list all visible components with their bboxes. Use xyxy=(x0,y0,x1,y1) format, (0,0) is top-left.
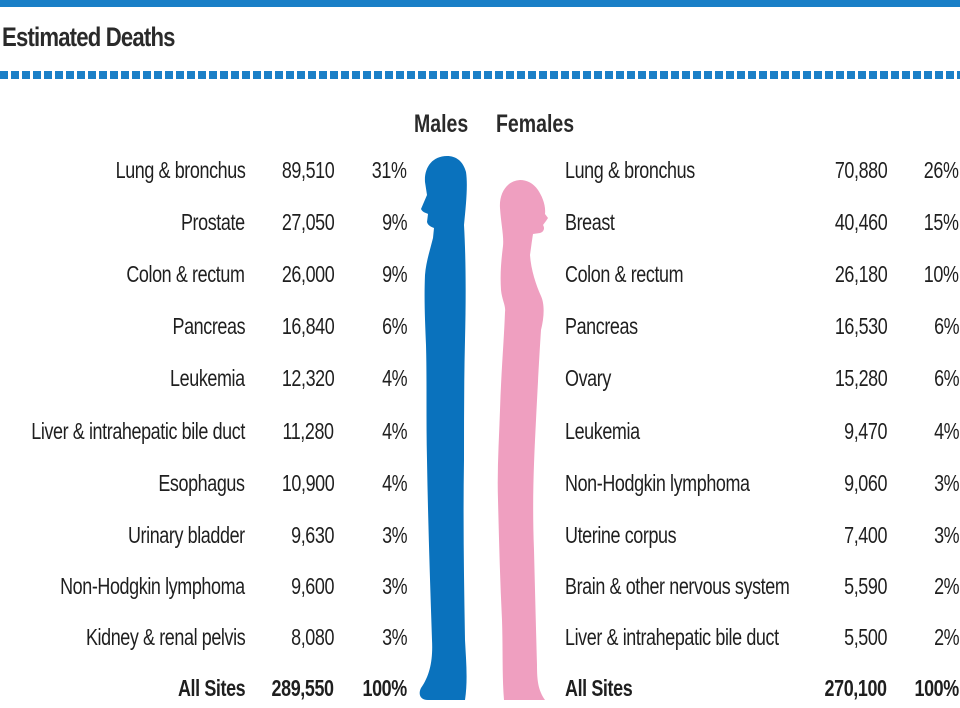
female-death-count: 40,460 xyxy=(834,209,887,235)
dotted-divider xyxy=(0,71,960,79)
male-site-label: Urinary bladder xyxy=(128,522,245,548)
female-death-percent: 4% xyxy=(933,418,960,444)
female-death-percent: 26% xyxy=(924,157,959,183)
table-row: Kidney & renal pelvis 8,080 3% Liver & intr… xyxy=(0,617,960,657)
female-death-count: 7,400 xyxy=(844,522,887,548)
female-site-label: Uterine corpus xyxy=(565,522,677,548)
female-site-label: Lung & bronchus xyxy=(565,157,695,183)
male-site-label: Liver & intrahepatic bile duct xyxy=(31,418,245,444)
table-row: Urinary bladder 9,630 3% Uterine corpus 7,40… xyxy=(0,515,960,555)
male-site-label: Lung & bronchus xyxy=(115,157,245,183)
male-death-percent: 4% xyxy=(381,470,408,496)
male-death-count: 10,900 xyxy=(281,470,334,496)
males-header: Males xyxy=(414,110,469,138)
female-site-label: Ovary xyxy=(565,365,611,391)
female-death-percent: 2% xyxy=(933,624,960,650)
male-site-label: Leukemia xyxy=(170,365,245,391)
female-death-count: 5,500 xyxy=(844,624,887,650)
female-total-label: All Sites xyxy=(565,675,633,701)
male-death-percent: 3% xyxy=(381,573,408,599)
male-site-label: Kidney & renal pelvis xyxy=(85,624,246,650)
female-death-percent: 6% xyxy=(933,365,960,391)
female-site-label: Breast xyxy=(565,209,615,235)
male-death-percent: 9% xyxy=(381,209,408,235)
total-row: All Sites 289,550 100% All Sites 270,100 100% xyxy=(0,668,960,708)
table-row: Leukemia 12,320 4% Ovary 15,280 6% xyxy=(0,358,960,398)
female-death-percent: 3% xyxy=(933,522,960,548)
female-death-count: 5,590 xyxy=(844,573,887,599)
male-death-count: 12,320 xyxy=(281,365,334,391)
female-death-percent: 2% xyxy=(933,573,960,599)
females-header: Females xyxy=(496,110,575,138)
female-site-label: Brain & other nervous system xyxy=(565,573,790,599)
female-total-count: 270,100 xyxy=(824,675,888,701)
male-silhouette xyxy=(419,156,467,700)
female-total-percent: 100% xyxy=(914,675,960,701)
male-death-count: 26,000 xyxy=(281,261,334,287)
female-death-percent: 10% xyxy=(924,261,959,287)
male-death-percent: 31% xyxy=(372,157,407,183)
male-death-percent: 4% xyxy=(381,418,408,444)
table-row: Non-Hodgkin lymphoma 9,600 3% Brain & other… xyxy=(0,566,960,606)
table-row: Esophagus 10,900 4% Non-Hodgkin lymphoma 9,0… xyxy=(0,463,960,503)
male-death-percent: 3% xyxy=(381,522,408,548)
male-death-count: 8,080 xyxy=(291,624,334,650)
male-death-count: 9,630 xyxy=(291,522,334,548)
female-death-count: 16,530 xyxy=(834,313,887,339)
female-death-count: 9,470 xyxy=(844,418,887,444)
male-site-label: Prostate xyxy=(181,209,245,235)
female-site-label: Liver & intrahepatic bile duct xyxy=(565,624,779,650)
male-total-percent: 100% xyxy=(362,675,408,701)
male-death-count: 16,840 xyxy=(281,313,334,339)
male-death-percent: 6% xyxy=(381,313,408,339)
male-site-label: Pancreas xyxy=(172,313,245,339)
table-row: Colon & rectum 26,000 9% Colon & rectum 26,1… xyxy=(0,254,960,294)
male-site-label: Colon & rectum xyxy=(126,261,246,287)
male-total-count: 289,550 xyxy=(271,675,335,701)
male-death-percent: 9% xyxy=(381,261,408,287)
female-silhouette xyxy=(497,180,548,700)
male-total-label: All Sites xyxy=(177,675,246,701)
female-site-label: Pancreas xyxy=(565,313,638,339)
male-death-percent: 4% xyxy=(381,365,408,391)
male-site-label: Non-Hodgkin lymphoma xyxy=(60,573,245,599)
male-site-label: Esophagus xyxy=(158,470,246,496)
female-site-label: Leukemia xyxy=(565,418,640,444)
top-accent-bar xyxy=(0,0,960,7)
male-death-count: 89,510 xyxy=(281,157,334,183)
male-death-count: 27,050 xyxy=(281,209,334,235)
female-site-label: Non-Hodgkin lymphoma xyxy=(565,470,750,496)
table-row: Liver & intrahepatic bile duct 11,280 4% Le… xyxy=(0,411,960,451)
female-death-percent: 6% xyxy=(933,313,960,339)
female-death-count: 70,880 xyxy=(834,157,887,183)
female-death-count: 26,180 xyxy=(834,261,887,287)
female-death-count: 9,060 xyxy=(844,470,887,496)
table-row: Prostate 27,050 9% Breast 40,460 15% xyxy=(0,202,960,242)
female-site-label: Colon & rectum xyxy=(565,261,684,287)
female-death-percent: 15% xyxy=(924,209,959,235)
table-row: Lung & bronchus 89,510 31% Lung & bronchus 7… xyxy=(0,150,960,190)
table-row: Pancreas 16,840 6% Pancreas 16,530 6% xyxy=(0,306,960,346)
male-death-count: 11,280 xyxy=(282,418,335,444)
page-title: Estimated Deaths xyxy=(2,22,175,52)
male-death-percent: 3% xyxy=(381,624,408,650)
female-death-count: 15,280 xyxy=(834,365,887,391)
female-death-percent: 3% xyxy=(933,470,960,496)
male-death-count: 9,600 xyxy=(291,573,334,599)
